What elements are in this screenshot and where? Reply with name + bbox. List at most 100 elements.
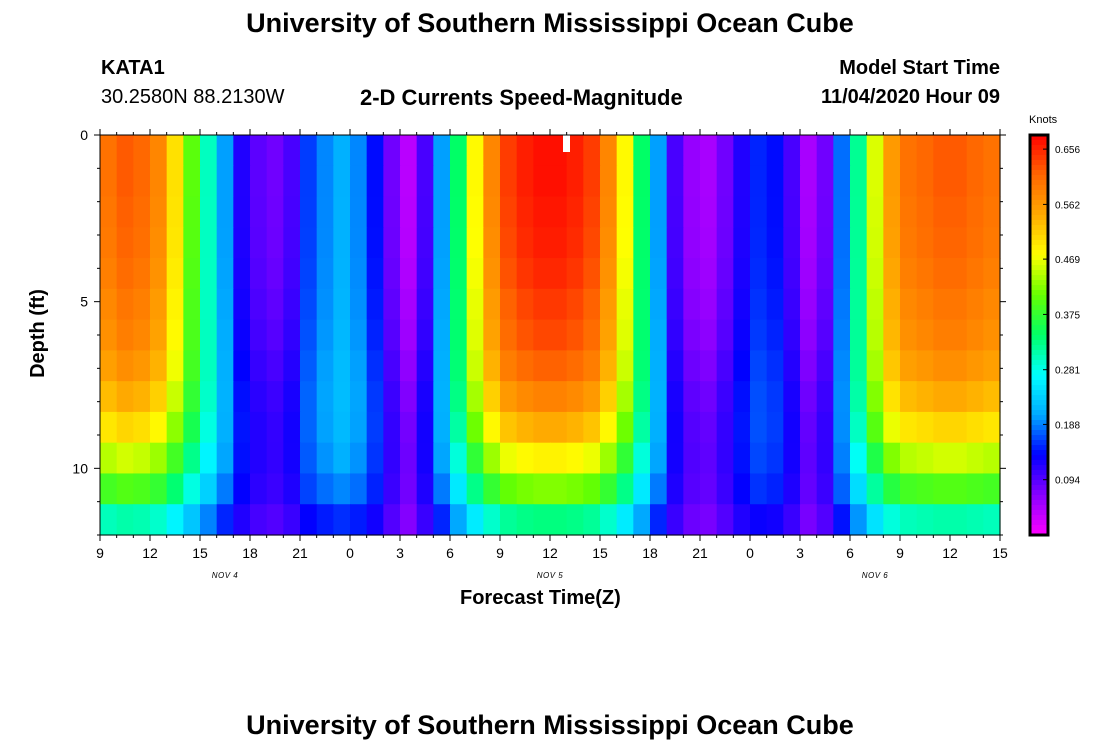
heatmap-cell	[816, 227, 834, 259]
heatmap-cell	[216, 319, 234, 351]
heatmap-cell	[333, 165, 351, 198]
heatmap-cell	[433, 442, 451, 475]
heatmap-cell	[216, 442, 234, 475]
heatmap-cell	[150, 381, 168, 413]
heatmap-cell	[466, 504, 484, 536]
heatmap-cell	[333, 288, 351, 321]
heatmap-cell	[933, 442, 951, 475]
heatmap-cell	[216, 196, 234, 228]
heatmap-cell	[816, 381, 834, 413]
colorbar-swatch	[1030, 465, 1048, 471]
heatmap-cell	[800, 288, 818, 321]
heatmap-cell	[200, 227, 218, 259]
heatmap-cell	[750, 258, 768, 290]
heatmap-cell	[566, 196, 584, 228]
heatmap-cell	[433, 258, 451, 290]
heatmap-cell	[300, 319, 318, 351]
heatmap-cell	[216, 165, 234, 198]
heatmap-cell	[433, 319, 451, 351]
heatmap-cell	[616, 319, 634, 351]
heatmap-cell	[583, 165, 601, 198]
heatmap-cell	[616, 165, 634, 198]
heatmap-cell	[300, 258, 318, 290]
heatmap-cell	[283, 473, 301, 505]
heatmap-cell	[883, 350, 901, 382]
heatmap-cell	[183, 258, 201, 290]
heatmap-cell	[700, 165, 718, 198]
heatmap-cell	[983, 258, 1001, 290]
heatmap-cell	[316, 227, 334, 259]
heatmap-cell	[233, 319, 251, 351]
heatmap-cell	[366, 288, 384, 321]
heatmap-cell	[100, 196, 118, 228]
heatmap-cell	[666, 227, 684, 259]
colorbar-swatch	[1030, 495, 1048, 501]
heatmap-cell	[833, 473, 851, 505]
heatmap-cell	[516, 442, 534, 475]
colorbar-swatch	[1030, 200, 1048, 206]
colorbar-swatch	[1030, 250, 1048, 256]
heatmap-cell	[466, 227, 484, 259]
heatmap-cell	[550, 288, 568, 321]
heatmap-cell	[716, 258, 734, 290]
heatmap-cell	[616, 381, 634, 413]
colorbar-swatch	[1030, 480, 1048, 486]
heatmap-cell	[116, 165, 134, 198]
colorbar-swatch	[1030, 170, 1048, 176]
heatmap-cell	[650, 350, 668, 382]
heatmap-cell	[350, 442, 368, 475]
colorbar-swatch	[1030, 475, 1048, 481]
heatmap-cell	[566, 319, 584, 351]
heatmap-cell	[283, 258, 301, 290]
heatmap-cell	[250, 350, 268, 382]
heatmap-cell	[283, 288, 301, 321]
heatmap-cell	[883, 288, 901, 321]
heatmap-cell	[683, 504, 701, 536]
heatmap-cell	[966, 196, 984, 228]
heatmap-cell	[716, 135, 734, 167]
heatmap-cell	[616, 442, 634, 475]
heatmap-cell	[783, 196, 801, 228]
heatmap-cell	[383, 227, 401, 259]
heatmap-cell	[783, 135, 801, 167]
colorbar-swatch	[1030, 165, 1048, 171]
heatmap-cell	[466, 258, 484, 290]
heatmap-cell	[733, 288, 751, 321]
heatmap-cell	[933, 288, 951, 321]
missing-data-marker	[563, 135, 570, 152]
heatmap-cell	[716, 350, 734, 382]
heatmap-cell	[466, 288, 484, 321]
heatmap-cell	[783, 442, 801, 475]
heatmap-cell	[250, 473, 268, 505]
heatmap-cell	[916, 381, 934, 413]
heatmap-cell	[250, 135, 268, 167]
heatmap-cell	[116, 381, 134, 413]
heatmap-cell	[216, 411, 234, 444]
page-title: University of Southern Mississippi Ocean…	[246, 8, 854, 38]
heatmap-cell	[633, 442, 651, 475]
heatmap-cell	[466, 135, 484, 167]
colorbar-swatch	[1030, 245, 1048, 251]
heatmap-cell	[333, 473, 351, 505]
heatmap-cell	[166, 381, 184, 413]
heatmap-cell	[983, 196, 1001, 228]
plot-title: 2-D Currents Speed-Magnitude	[360, 85, 683, 110]
heatmap-cell	[883, 473, 901, 505]
heatmap-cell	[750, 411, 768, 444]
heatmap-cell	[666, 350, 684, 382]
heatmap-cell	[116, 288, 134, 321]
heatmap-cell	[450, 319, 468, 351]
heatmap-cell	[883, 442, 901, 475]
heatmap-cell	[866, 258, 884, 290]
heatmap-cell	[783, 350, 801, 382]
heatmap-cell	[383, 258, 401, 290]
heatmap-cell	[400, 473, 418, 505]
heatmap-cell	[200, 165, 218, 198]
heatmap-cell	[983, 350, 1001, 382]
heatmap-cell	[533, 135, 551, 167]
heatmap-cell	[416, 504, 434, 536]
x-axis-ticks: 9 12 15 18 21 0 3 6 9 12 15 18 21 0 3 6 9 12 15 NOV 4 NOV 5 N…	[96, 129, 1008, 580]
heatmap-cell	[533, 319, 551, 351]
heatmap-cell	[150, 196, 168, 228]
heatmap-cell	[916, 135, 934, 167]
